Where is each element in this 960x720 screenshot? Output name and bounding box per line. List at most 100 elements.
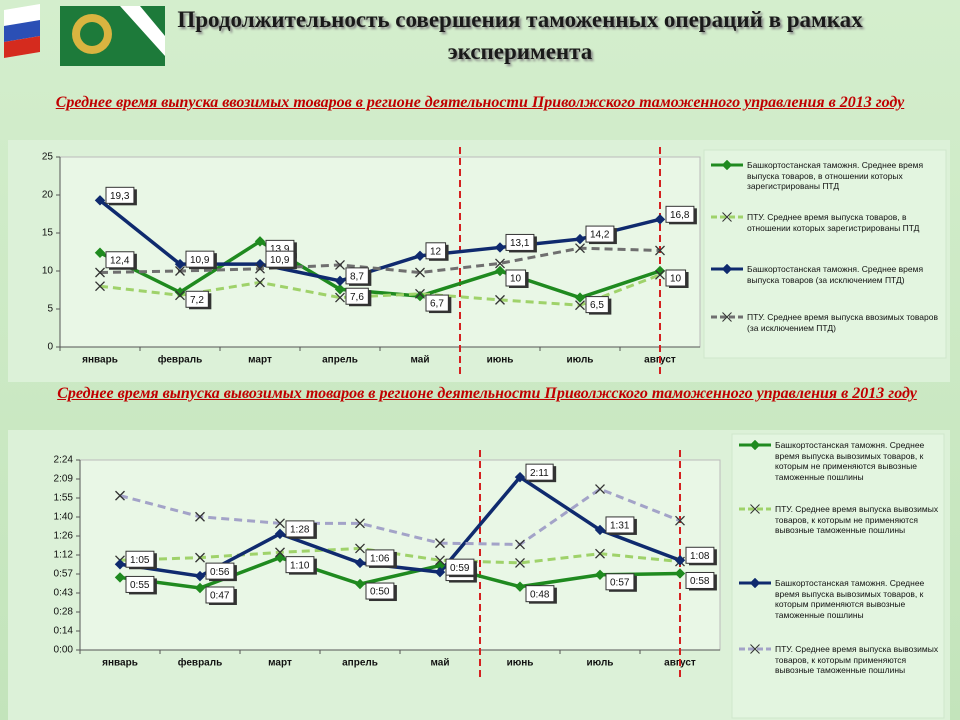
page-title: Продолжительность совершения таможенных … (177, 7, 863, 64)
x-tick-label: февраль (158, 354, 203, 366)
value-label-box (665, 205, 695, 223)
legend-item: ПТУ. Среднее время выпуска вывозимых тов… (738, 644, 942, 676)
legend-box (731, 433, 945, 719)
value-label: 1:10 (285, 556, 317, 575)
value-label-text: 1:31 (610, 521, 630, 532)
value-label: 1:06 (365, 549, 397, 568)
data-point (495, 258, 505, 269)
value-label-text: 12 (430, 246, 442, 257)
data-point (114, 559, 126, 570)
y-tick-label: 5 (47, 304, 53, 315)
series-line (119, 546, 681, 565)
value-label: 10,9 (265, 250, 297, 270)
data-point (274, 528, 286, 540)
x-tick-label: июль (567, 355, 594, 366)
x-tick-label: май (411, 355, 430, 366)
value-label: 8,7 (345, 267, 372, 286)
data-point (675, 515, 685, 526)
data-point (674, 555, 686, 566)
data-point (94, 195, 106, 206)
data-point (194, 582, 206, 594)
value-label-text: 10,9 (190, 255, 210, 266)
value-label-text: 0:58 (690, 576, 710, 587)
legend-swatch (711, 312, 743, 322)
legend-marker (749, 440, 761, 450)
value-label-text: 0:56 (210, 567, 230, 578)
value-label-box (365, 582, 395, 600)
value-label-box (445, 558, 475, 576)
legend-item: Башкортостанская таможня. Среднее время … (738, 440, 942, 482)
value-label-text: 0:48 (530, 589, 550, 600)
value-label-text: 14,2 (590, 230, 610, 241)
data-point (595, 548, 605, 559)
data-point (435, 538, 445, 549)
data-point (255, 263, 265, 274)
value-label-box (345, 267, 369, 285)
value-label-box (125, 575, 155, 593)
value-label: 1:08 (685, 546, 717, 566)
x-tick-label: апрель (322, 355, 358, 366)
y-tick-label: 0:28 (54, 607, 74, 618)
chart-title: Среднее время выпуска вывозимых товаров … (57, 385, 917, 402)
data-point (574, 292, 586, 303)
legend-swatch (711, 264, 743, 274)
data-point (415, 288, 425, 299)
y-tick-label: 20 (42, 190, 54, 201)
y-tick-label: 1:55 (54, 493, 74, 504)
data-point (355, 518, 365, 529)
data-point (355, 543, 365, 554)
y-tick-label: 0:14 (54, 626, 74, 637)
value-label: 7,6 (345, 287, 372, 307)
value-label-text: 16,8 (670, 210, 690, 221)
y-tick-label: 0:57 (54, 569, 74, 580)
legend-box (703, 149, 947, 359)
data-point (494, 242, 506, 253)
value-label-text: 1:28 (290, 525, 310, 536)
value-label: 6,5 (585, 296, 612, 315)
value-label: 0:48 (525, 585, 557, 604)
y-tick-label: 25 (42, 152, 54, 163)
legend-marker (749, 578, 761, 588)
value-label: 0:58 (685, 571, 717, 591)
data-point (674, 568, 686, 579)
series-line (119, 555, 681, 590)
data-point (115, 490, 125, 501)
legend-label: ПТУ. Среднее время выпуска вывозимых тов… (775, 644, 939, 675)
emblems (4, 4, 165, 66)
legend-marker (721, 160, 733, 170)
value-label: 0:59 (445, 558, 477, 578)
y-tick-label: 10 (42, 266, 54, 277)
value-label-box (425, 242, 447, 260)
value-label: 19,3 (105, 186, 137, 206)
legend-marker (722, 312, 732, 322)
data-point (175, 290, 185, 301)
legend-marker (750, 504, 760, 514)
data-point (94, 247, 106, 258)
data-point (275, 547, 285, 558)
value-label-text: 0:47 (210, 591, 230, 602)
data-point (354, 557, 366, 569)
value-label-box (525, 463, 554, 481)
value-label-box (265, 250, 295, 268)
x-tick-label: июль (587, 658, 614, 669)
data-point (114, 572, 126, 583)
data-point (334, 284, 346, 295)
value-label-text: 10,9 (270, 255, 290, 266)
value-label: 0:47 (205, 586, 237, 605)
value-label-text: 8,7 (350, 272, 364, 283)
value-label-text: 1:06 (370, 554, 390, 565)
data-point (335, 259, 345, 270)
value-label-text: 13,9 (270, 244, 290, 255)
value-label-text: 10 (670, 274, 682, 285)
value-label-text: 1:10 (290, 560, 310, 571)
data-point (595, 484, 605, 494)
value-label: 12,4 (105, 251, 137, 270)
legend-swatch (739, 644, 771, 654)
legend-marker (750, 644, 760, 654)
value-label: 0:56 (205, 562, 237, 582)
legend-item: ПТУ. Среднее время выпуска вывозимых тов… (738, 504, 942, 536)
value-label-box (525, 585, 555, 603)
y-tick-label: 0:43 (54, 588, 74, 599)
value-label-text: 1:05 (130, 555, 150, 566)
value-label-box (105, 251, 135, 269)
